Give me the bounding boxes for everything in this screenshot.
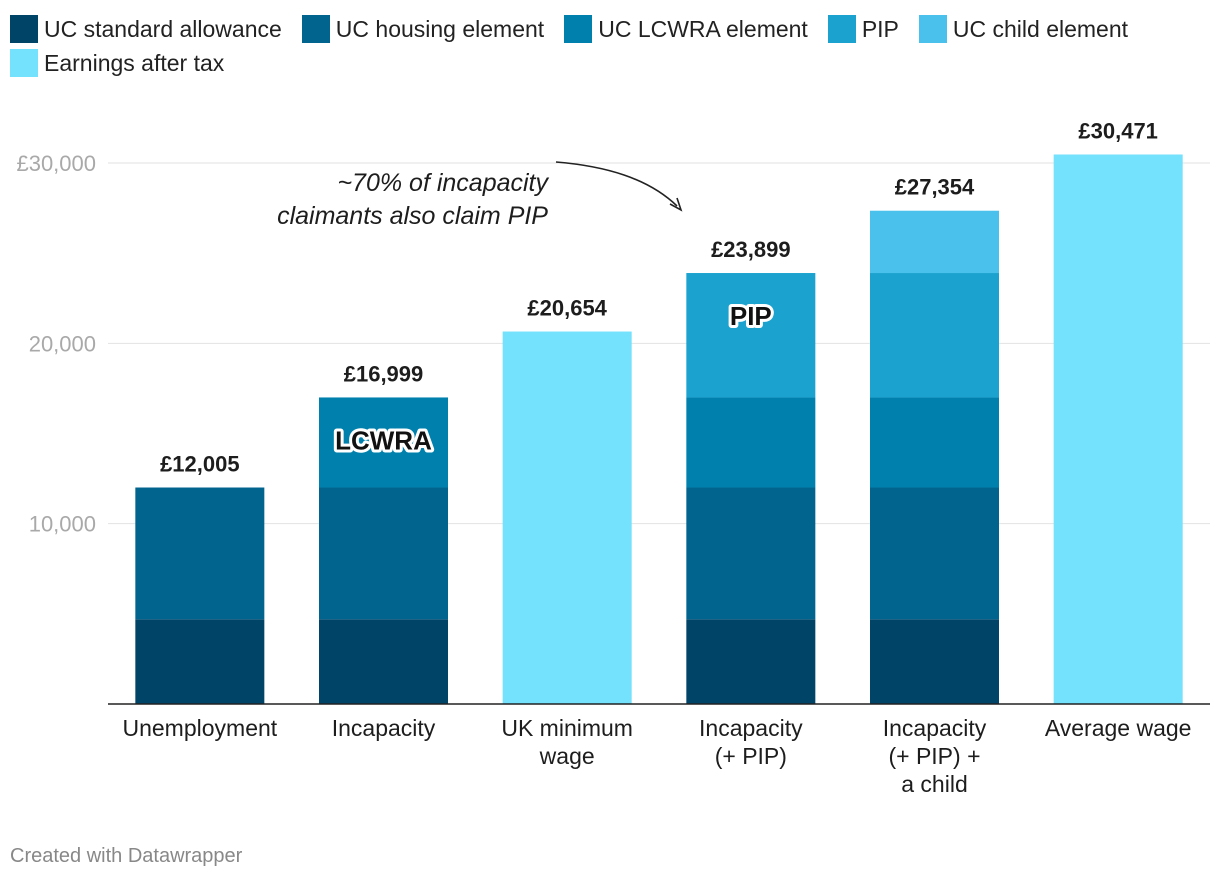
bar-segment	[135, 487, 265, 620]
bar-segment	[502, 331, 632, 704]
legend-item: UC standard allowance	[10, 15, 282, 43]
bar-total-label: £16,999	[344, 361, 424, 386]
x-category-label: Average wage	[1045, 715, 1192, 741]
x-category-label: Incapacity	[699, 715, 803, 741]
legend-item: UC child element	[918, 15, 1129, 43]
legend: UC standard allowance UC housing element U…	[10, 12, 1210, 80]
legend-swatch	[564, 15, 593, 43]
annotation-arrow	[555, 161, 678, 207]
bar-segment	[1053, 154, 1183, 705]
y-tick-label: £30,000	[16, 151, 96, 176]
x-category-label: wage	[539, 743, 595, 769]
bar-segment	[686, 487, 816, 620]
annotation-text: ~70% of incapacity	[337, 169, 549, 197]
legend-label: UC LCWRA element	[598, 15, 808, 42]
legend-item: PIP	[827, 15, 899, 43]
bar-segment	[319, 619, 448, 704]
bar-total-label: £27,354	[895, 175, 975, 200]
legend-swatch	[827, 15, 856, 43]
legend-swatch	[301, 15, 330, 43]
x-category-label: (+ PIP)	[715, 743, 787, 769]
x-category-label: Unemployment	[122, 715, 277, 741]
bar-segment	[319, 397, 448, 488]
legend-label: PIP	[861, 15, 899, 42]
in-bar-label: PIP	[730, 301, 772, 331]
legend-item: UC housing element	[301, 15, 545, 43]
bar-segment	[319, 487, 448, 620]
legend-label: UC housing element	[335, 15, 545, 42]
bar-segment	[870, 273, 999, 398]
legend-swatch	[918, 15, 947, 43]
in-bar-label: LCWRA	[335, 425, 432, 455]
bar-segment	[135, 619, 265, 704]
y-tick-label: 20,000	[29, 331, 96, 356]
x-category-label: a child	[901, 771, 967, 797]
legend-label: UC standard allowance	[44, 15, 282, 42]
bar-segment	[870, 210, 999, 274]
bar-segment	[870, 619, 999, 704]
x-category-label: Incapacity	[883, 715, 987, 741]
annotation-text: claimants also claim PIP	[277, 202, 548, 230]
bar-total-label: £12,005	[160, 452, 240, 477]
legend-swatch	[10, 15, 38, 43]
legend-label: UC child element	[952, 15, 1129, 42]
legend-item: UC LCWRA element	[564, 15, 808, 43]
bar-total-label: £30,471	[1078, 119, 1158, 144]
legend-row: UC standard allowance UC housing element U…	[10, 12, 1210, 46]
bar-total-label: £20,654	[527, 296, 607, 321]
bar-segment	[686, 273, 816, 398]
legend-row: Earnings after tax	[10, 46, 1210, 80]
y-tick-label: 10,000	[29, 512, 96, 537]
x-category-label: (+ PIP) +	[888, 743, 980, 769]
footer-credit: Created with Datawrapper	[10, 845, 243, 867]
bar-segment	[870, 487, 999, 620]
legend-swatch	[10, 49, 38, 77]
bar-segment	[870, 397, 999, 488]
x-category-label: Incapacity	[332, 715, 436, 741]
legend-label: Earnings after tax	[44, 49, 225, 76]
bar-segment	[686, 397, 816, 488]
stacked-bar-chart: 10,000 20,000 £30,000 £12,005 Unemployment £1…	[16, 119, 1210, 797]
legend-item: Earnings after tax	[10, 49, 224, 77]
bar-total-label: £23,899	[711, 237, 791, 262]
x-category-label: UK minimum	[501, 715, 633, 741]
bar-segment	[686, 619, 816, 704]
annotation-arrowhead	[669, 197, 683, 212]
